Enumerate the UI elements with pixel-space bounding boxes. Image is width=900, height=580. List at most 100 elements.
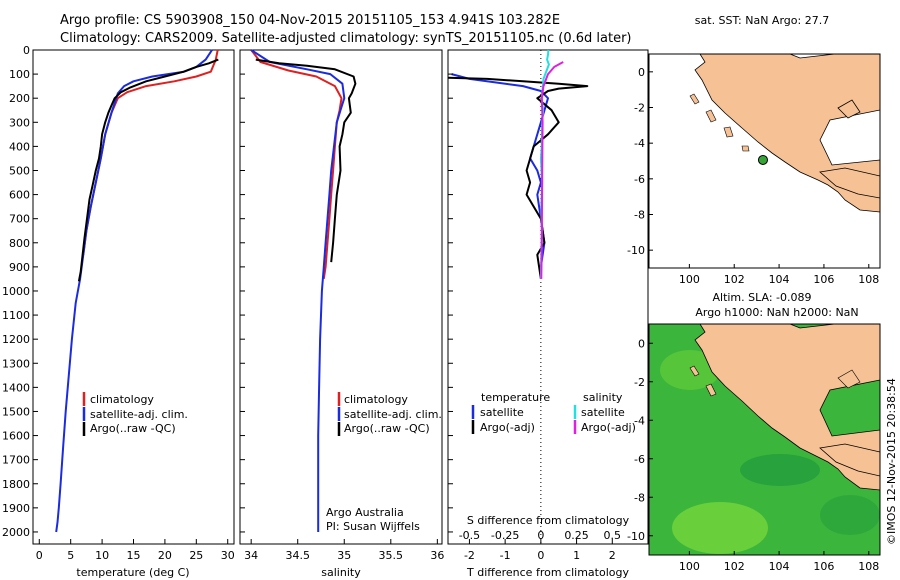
salinity-legend: climatology satellite-adj. clim. Argo(..…	[337, 392, 442, 436]
x-tick-label: 5	[67, 549, 74, 562]
map-y-tick-label: -4	[634, 414, 645, 427]
salinity-xlabel: salinity	[321, 566, 361, 579]
y-tick-label: 1600	[2, 430, 30, 443]
islands-sla	[689, 365, 861, 397]
java-land	[819, 167, 880, 199]
temperature-legend: climatology satellite-adj. clim. Argo(..…	[82, 392, 188, 436]
series-line-1	[250, 49, 346, 532]
y-tick-label: 400	[9, 140, 30, 153]
legend-label-climatology: climatology	[90, 393, 154, 406]
sla-map-frame	[648, 323, 881, 556]
x2-tick-label: -0.25	[491, 529, 519, 542]
map-y-tick-label: 0	[638, 337, 645, 350]
sst-map-title: sat. SST: NaN Argo: 27.7	[695, 14, 829, 27]
x-tick-label: 36	[430, 549, 444, 562]
salinity-series-layer	[250, 49, 357, 532]
map-y-tick-label: -10	[627, 530, 645, 543]
map-y-tick-label: -8	[634, 209, 645, 222]
y-tick-label: 1300	[2, 357, 30, 370]
sst-map-ticks: 100 102 104 106 108 0 -2 -4 -6 -8 -10	[627, 66, 879, 286]
map-y-tick-label: 0	[638, 66, 645, 79]
x-tick-label: 0	[36, 549, 43, 562]
series-line-0	[250, 49, 343, 280]
difference-series-layer	[447, 49, 589, 544]
java-land-sla	[819, 443, 880, 477]
map-x-tick-label: 108	[858, 560, 879, 573]
x-tick-label: 10	[95, 549, 109, 562]
y-tick-label: 500	[9, 164, 30, 177]
legend-label-satellite: satellite-adj. clim.	[90, 408, 188, 421]
x-tick-label: 20	[158, 549, 172, 562]
sla-anomaly-light	[672, 502, 768, 554]
bangka-island	[837, 99, 861, 119]
y-tick-label: 1100	[2, 309, 30, 322]
map-x-tick-label: 100	[679, 560, 700, 573]
y-tick-label: 800	[9, 237, 30, 250]
map-x-tick-label: 106	[813, 560, 834, 573]
x-tick-label: 30	[221, 549, 235, 562]
x-tick-label: 15	[127, 549, 141, 562]
x-tick-label: 34	[244, 549, 258, 562]
header-line-1: Argo profile: CS 5903908_150 04-Nov-2015…	[60, 13, 560, 28]
map-y-tick-label: -2	[634, 102, 645, 115]
x-tick-label: -2	[464, 549, 475, 562]
legend-label-salinity-argo: Argo(-adj)	[581, 421, 636, 434]
difference-ticks: -2 -1 0 1 2 -0.5 -0.25 0 0.25 0.5	[448, 49, 622, 562]
map-x-tick-label: 100	[679, 273, 700, 286]
sla-anomaly-dark-2	[820, 495, 880, 535]
y-tick-label: 1900	[2, 502, 30, 515]
x-tick-label: 0	[537, 549, 544, 562]
map-y-tick-label: -4	[634, 137, 645, 150]
series-line-2	[255, 58, 357, 263]
x-tick-label: 34.5	[285, 549, 310, 562]
x2-tick-label: 0.5	[604, 529, 622, 542]
temperature-series-layer	[55, 49, 219, 533]
x-tick-label: 25	[189, 549, 203, 562]
sst-map-frame	[648, 53, 881, 269]
temperature-xlabel: temperature (deg C)	[76, 566, 189, 579]
x-tick-label: -1	[500, 549, 511, 562]
map-x-tick-label: 104	[769, 273, 790, 286]
difference-panel: -2 -1 0 1 2-0.5 -0.25 0 0.25 0.5 S difference fr…	[447, 49, 649, 579]
header-line-2: Climatology: CARS2009. Satellite-adjuste…	[60, 31, 632, 46]
y-tick-label: 2000	[2, 526, 30, 539]
salinity-ticks: 34 34.5 35 35.5 36	[240, 49, 444, 562]
legend-label-satellite: satellite-adj. clim.	[344, 408, 442, 421]
y-tick-label: 0	[23, 44, 30, 57]
sla-map-panel: Altim. SLA: -0.089 Argo h1000: NaN h2000…	[627, 291, 881, 573]
legend-label-temperature-satellite: satellite	[480, 406, 524, 419]
x2-tick-label: -0.5	[459, 529, 480, 542]
legend-header-salinity: salinity	[583, 391, 623, 404]
y-tick-label: 700	[9, 213, 30, 226]
imos-credit: ©IMOS 12-Nov-2015 20:38:54	[885, 378, 898, 545]
legend-label-salinity-satellite: satellite	[581, 406, 625, 419]
x-tick-label: 35.5	[379, 549, 404, 562]
sst-map-panel: sat. SST: NaN Argo: 27.7 100 102 104 106 108…	[627, 14, 881, 286]
x2-tick-label: 0	[537, 529, 544, 542]
sla-map-subtitle: Argo h1000: NaN h2000: NaN	[695, 306, 858, 319]
x-tick-label: 2	[609, 549, 616, 562]
y-tick-label: 100	[9, 68, 30, 81]
difference-legend: temperature salinity satellite Argo(-adj…	[471, 391, 636, 434]
map-x-tick-label: 102	[724, 560, 745, 573]
map-x-tick-label: 104	[769, 560, 790, 573]
y-tick-label: 300	[9, 116, 30, 129]
map-x-tick-label: 102	[724, 273, 745, 286]
map-x-tick-label: 108	[858, 273, 879, 286]
y-tick-label: 1200	[2, 333, 30, 346]
temperature-panel: 0 5 10 15 20 25 300100200300400500600700800900…	[2, 44, 235, 579]
sla-map-ticks: 100 102 104 106 108 0 -2 -4 -6 -8 -10	[627, 337, 879, 573]
y-tick-label: 200	[9, 92, 30, 105]
credit-pi-name: PI: Susan Wijffels	[326, 520, 420, 533]
mentawai-islands	[689, 93, 750, 152]
map-x-tick-label: 106	[813, 273, 834, 286]
series-line-0	[451, 73, 549, 268]
y-tick-label: 1000	[2, 285, 30, 298]
x-tick-label: 1	[573, 549, 580, 562]
series-line-3	[540, 61, 564, 279]
legend-header-temperature: temperature	[481, 391, 550, 404]
sla-map-title: Altim. SLA: -0.089	[712, 291, 811, 304]
map-y-tick-label: -6	[634, 453, 645, 466]
x2-tick-label: 0.25	[564, 529, 589, 542]
